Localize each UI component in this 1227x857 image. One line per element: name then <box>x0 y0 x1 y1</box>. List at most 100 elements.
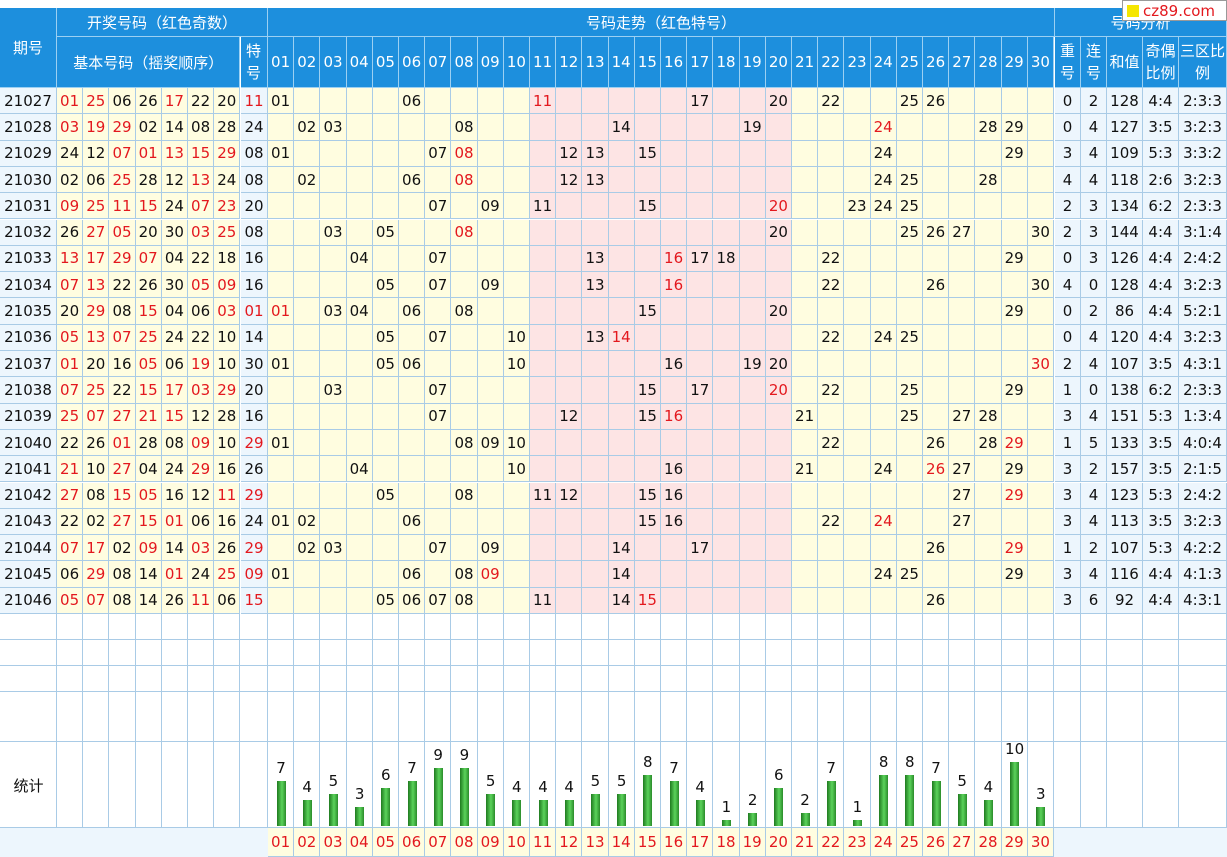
stat-count: 6 <box>774 765 784 784</box>
trend-cell <box>739 88 766 115</box>
trend-cell <box>346 88 373 115</box>
trend-cell <box>294 587 321 614</box>
trend-cell <box>975 587 1002 614</box>
trend-cell: 02 <box>294 114 321 141</box>
sum-cell: 120 <box>1107 324 1143 351</box>
trend-cell <box>713 587 740 614</box>
special-number: 08 <box>241 140 268 167</box>
trend-cell <box>372 140 399 167</box>
trend-cell: 26 <box>923 88 950 115</box>
trend-cell: 12 <box>556 166 583 194</box>
trend-cell <box>294 193 321 220</box>
trend-cell <box>372 298 399 325</box>
special-number: 15 <box>241 587 268 614</box>
trend-cell <box>608 193 635 220</box>
grid-line <box>0 639 1227 640</box>
trend-cell: 16 <box>661 403 688 430</box>
trend-cell: 29 <box>1001 482 1028 509</box>
draw-number: 29 <box>83 561 110 588</box>
draw-number: 08 <box>161 429 188 457</box>
trend-cell <box>975 272 1002 299</box>
trend-cell <box>372 508 399 536</box>
trend-cell <box>268 193 295 220</box>
draw-number: 17 <box>83 535 110 562</box>
period-cell: 21034 <box>0 272 57 299</box>
trend-cell <box>949 193 976 220</box>
stat-count: 5 <box>616 772 627 790</box>
trend-cell: 14 <box>608 587 635 614</box>
trend-cell <box>713 272 740 299</box>
trend-cell <box>582 114 609 141</box>
draw-number: 20 <box>214 88 241 115</box>
trend-cell <box>503 166 530 194</box>
basic-numbers-header: 基本号码（摇奖顺序） <box>57 37 241 88</box>
repeat-cell: 2 <box>1055 193 1081 220</box>
trend-col-header: 28 <box>975 37 1002 88</box>
trend-cell <box>477 508 504 536</box>
trend-cell <box>556 324 583 351</box>
stat-bar <box>433 768 443 826</box>
trend-cell <box>818 140 845 167</box>
trend-cell <box>713 88 740 115</box>
special-number: 29 <box>241 535 268 562</box>
trend-cell <box>608 482 635 509</box>
trend-cell <box>530 508 557 536</box>
trend-cell <box>294 456 321 483</box>
zone-cell: 4:3:1 <box>1179 351 1227 378</box>
trend-cell: 28 <box>975 429 1002 457</box>
repeat-cell: 0 <box>1055 114 1081 141</box>
stat-bar <box>381 787 391 826</box>
trend-cell <box>425 166 452 194</box>
oddeven-cell: 4:4 <box>1143 272 1179 299</box>
trend-cell: 04 <box>346 456 373 483</box>
trend-cell: 15 <box>634 193 661 220</box>
trend-cell <box>268 324 295 351</box>
trend-cell: 26 <box>923 219 950 246</box>
draw-number: 09 <box>57 193 84 220</box>
trend-cell <box>949 88 976 115</box>
draw-number: 25 <box>83 88 110 115</box>
trend-col-header: 12 <box>556 37 583 88</box>
stat-count: 4 <box>538 778 548 797</box>
trend-cell <box>1027 88 1054 115</box>
trend-cell <box>530 561 557 588</box>
draw-number: 26 <box>135 272 162 299</box>
zone-cell: 4:0:4 <box>1179 429 1227 457</box>
trend-col-header: 17 <box>687 37 714 88</box>
stat-count: 10 <box>1005 740 1025 758</box>
zone-cell: 3:2:3 <box>1179 324 1227 351</box>
trend-cell <box>556 456 583 483</box>
trend-cell: 11 <box>530 88 557 115</box>
trend-cell <box>896 351 923 378</box>
trend-cell <box>425 88 452 115</box>
trend-cell: 02 <box>294 166 321 194</box>
trend-cell <box>268 377 295 404</box>
period-cell: 21042 <box>0 482 57 509</box>
grid-line <box>0 741 1227 742</box>
trend-cell <box>870 482 897 509</box>
trend-cell <box>399 324 426 351</box>
trend-cell <box>661 561 688 588</box>
trend-cell: 25 <box>896 324 923 351</box>
zone-cell: 2:3:3 <box>1179 88 1227 115</box>
trend-cell <box>503 587 530 614</box>
trend-col-header: 02 <box>294 37 321 88</box>
trend-cell: 27 <box>949 456 976 483</box>
consec-cell: 5 <box>1081 429 1107 457</box>
trend-cell: 22 <box>818 377 845 404</box>
trend-cell <box>687 219 714 246</box>
trend-cell <box>372 456 399 483</box>
draw-number: 01 <box>135 140 162 167</box>
trend-cell: 21 <box>792 456 819 483</box>
trend-cell: 11 <box>530 193 557 220</box>
zone-cell: 2:4:2 <box>1179 482 1227 509</box>
draw-group-header: 开奖号码（红色奇数） <box>57 8 268 37</box>
trend-cell <box>923 377 950 404</box>
trend-cell <box>451 403 478 430</box>
zone-cell: 2:3:3 <box>1179 377 1227 404</box>
trend-cell <box>582 193 609 220</box>
trend-cell <box>792 298 819 325</box>
trend-cell <box>294 561 321 588</box>
grid-line <box>293 614 295 857</box>
draw-number: 24 <box>161 193 188 220</box>
